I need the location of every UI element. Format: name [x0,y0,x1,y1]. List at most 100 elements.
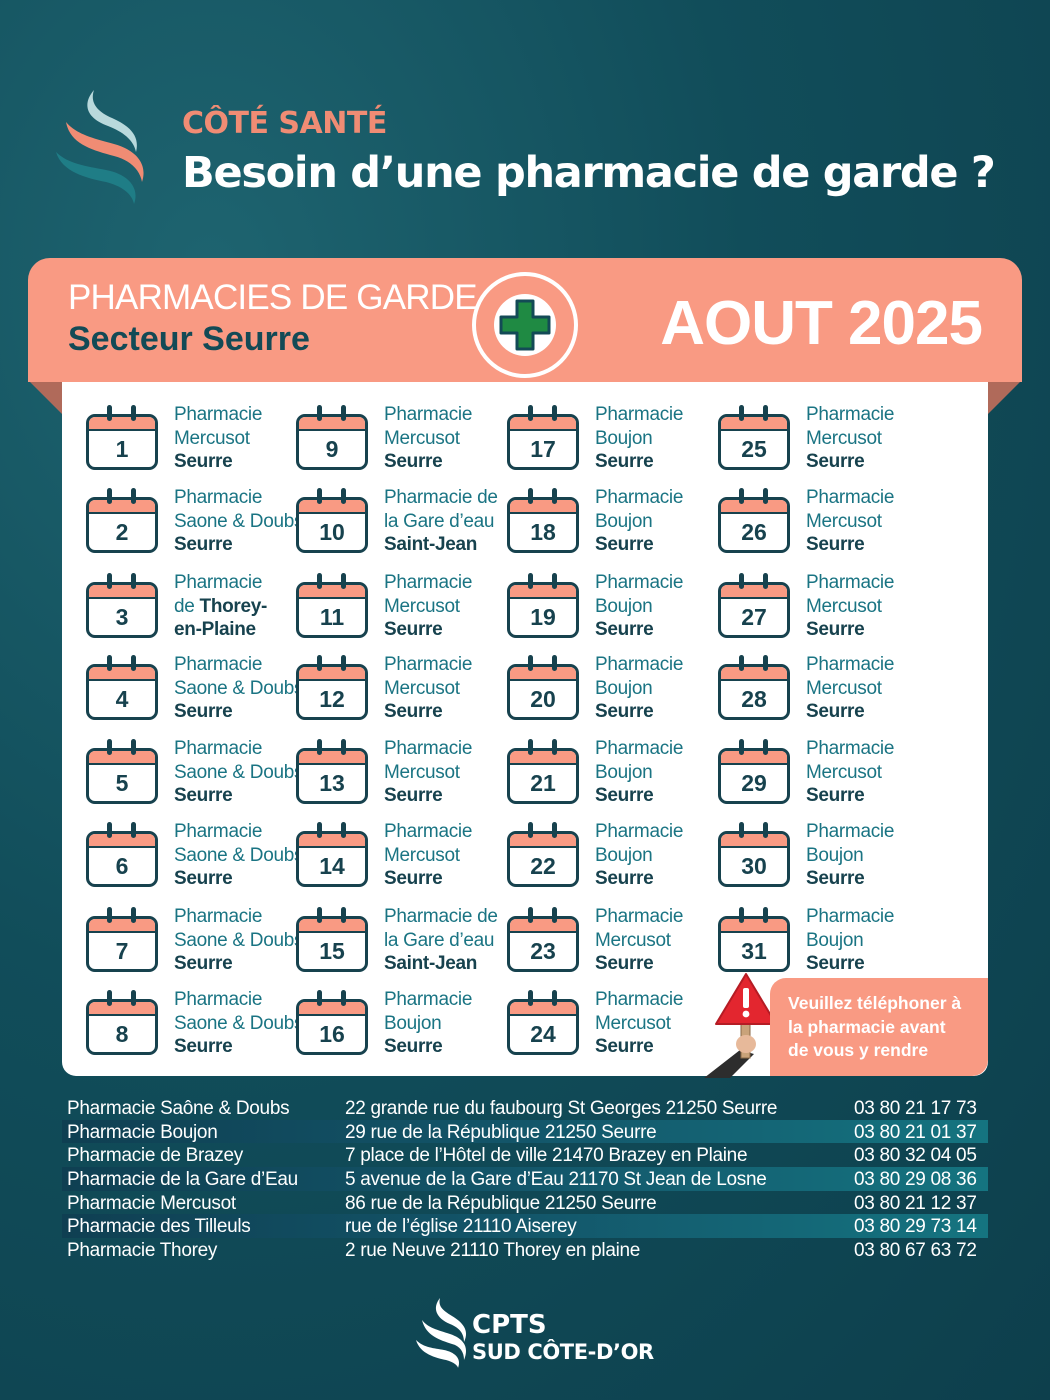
calendar-ring [552,573,557,589]
pharmacy-city: Seurre [806,701,865,722]
calendar-ring [131,655,136,671]
pharmacy-city: Seurre [174,701,233,722]
warning-line-1: Veuillez téléphoner à [788,993,962,1013]
calendar-ring [317,405,322,421]
pharmacy-city: Seurre [806,785,865,806]
warning-line-3: de vous y rendre [788,1040,929,1060]
page-title: Besoin d’une pharmacie de garde ? [182,148,996,198]
on-duty-pharmacy: Pharmacie Boujon Seurre [595,403,725,474]
pharmacy-phone[interactable]: 03 80 29 73 14 [854,1216,977,1238]
pharmacy-line-2: Mercusot [806,427,882,449]
pharmacy-line-1: Pharmacie [384,821,473,842]
pharmacy-city: Seurre [595,785,654,806]
pharmacy-city: Seurre [384,451,443,472]
pharmacy-line-2: Mercusot [806,677,882,699]
directory-row: Pharmacie de la Gare d’Eau 5 avenue de la… [62,1167,988,1191]
calendar-icon [296,916,368,972]
calendar-day: 4 Pharmacie Saone & Doubs Seurre [62,642,304,724]
calendar-day: 8 Pharmacie Saone & Doubs Seurre [62,977,304,1059]
pharmacy-phone[interactable]: 03 80 32 04 05 [854,1145,977,1167]
cpts-waves-logo-icon [416,1298,467,1368]
calendar-ring [131,573,136,589]
day-number: 25 [741,436,767,462]
pharmacy-name: Pharmacie de Brazey [67,1145,243,1167]
on-duty-pharmacy: Pharmacie Boujon Seurre [595,737,725,808]
calendar-ring [528,990,533,1006]
pharmacy-city: Seurre [595,451,654,472]
pharmacy-line-2: Saone & Doubs [174,929,304,951]
on-duty-pharmacy: Pharmacie Mercusot Seurre [806,737,936,808]
pharmacy-line-1: Pharmacie [595,989,684,1010]
calendar-icon [86,999,158,1055]
on-duty-pharmacy: Pharmacie Saone & Doubs Seurre [174,486,304,557]
calendar-ring [107,907,112,923]
directory-row: Pharmacie de Brazey 7 place de l’Hôtel de… [62,1143,988,1167]
pharmacy-name: Pharmacie Thorey [67,1240,218,1262]
day-number: 2 [115,519,129,545]
calendar-icon [507,999,579,1055]
pharmacy-line-1: Pharmacie [174,738,263,759]
pharmacy-phone[interactable]: 03 80 21 12 37 [854,1192,977,1214]
calendar-day: 19 Pharmacie Boujon Seurre [483,560,688,642]
calendar-ring [763,822,768,838]
calendar-icon [507,916,579,972]
pharmacy-city: en-Plaine [174,619,256,640]
pharmacy-line-2: Mercusot [384,761,460,783]
pharmacy-line-2: la Gare d’eau [384,929,495,951]
on-duty-pharmacy: Pharmacie Boujon Seurre [595,571,725,642]
pharmacy-line-2: Boujon [806,929,864,951]
calendar-ring [317,488,322,504]
pharmacy-line-2: Boujon [595,510,653,532]
day-number: 3 [115,604,129,630]
pharmacy-phone[interactable]: 03 80 21 17 73 [854,1098,977,1119]
calendar-icon [296,414,368,470]
cote-sante-waves-logo-icon [56,90,144,204]
calendar-ring [317,907,322,923]
pharmacy-city: Seurre [595,619,654,640]
directory-row: Pharmacie des Tilleuls rue de l’église 21… [62,1214,988,1239]
banner-sector: Secteur Seurre [68,320,310,358]
calendar-ring [528,655,533,671]
calendar-ring [763,739,768,755]
on-duty-pharmacy: Pharmacie Saone & Doubs Seurre [174,653,304,724]
day-number: 14 [319,853,345,879]
pharmacy-line-1: Pharmacie [595,487,684,508]
on-duty-pharmacy: Pharmacie Saone & Doubs Seurre [174,988,304,1059]
calendar-ring [739,405,744,421]
calendar-ring [552,822,557,838]
calendar-day: 7 Pharmacie Saone & Doubs Seurre [62,894,304,976]
pharmacy-line-2: Mercusot [384,427,460,449]
calendar-ring [552,907,557,923]
pharmacy-line-1: Pharmacie [174,487,263,508]
calendar-ring [528,907,533,923]
directory-row: Pharmacie Thorey 2 rue Neuve 21110 Thorey… [62,1238,988,1262]
pharmacy-name: Pharmacie des Tilleuls [67,1216,251,1238]
day-number: 28 [741,686,767,712]
pharmacy-phone[interactable]: 03 80 21 01 37 [854,1121,977,1143]
calendar-ring [528,488,533,504]
on-duty-pharmacy: Pharmacie Saone & Doubs Seurre [174,905,304,976]
pharmacy-city: Saint-Jean [384,953,478,974]
pharmacy-phone[interactable]: 03 80 29 08 36 [854,1169,977,1191]
directory-row: Pharmacie Boujon 29 rue de la République … [62,1119,988,1144]
pharmacy-line-2: Mercusot [806,510,882,532]
pharmacy-line-1: Pharmacie [806,487,895,508]
calendar-ring [763,907,768,923]
pharmacy-name: Pharmacie Boujon [67,1121,218,1143]
pharmacy-line-2: Mercusot [595,929,671,951]
calendar-ring [107,739,112,755]
pharmacy-line-1: Pharmacie [806,572,895,593]
pharmacy-city: Seurre [384,1036,443,1057]
pharmacy-line-1: Pharmacie [595,654,684,675]
day-number: 8 [115,1021,129,1047]
pharmacy-line-1: Pharmacie [174,654,263,675]
pharmacy-line-1: Pharmacie [174,989,263,1010]
calendar-icon [296,497,368,553]
calendar-ring [739,573,744,589]
calendar-icon [718,664,790,720]
calendar-ring [341,739,346,755]
pharmacy-city: Seurre [174,1036,233,1057]
call-before-visit-note: Veuillez téléphoner à la pharmacie avant… [770,978,988,1076]
pharmacy-phone[interactable]: 03 80 67 63 72 [854,1240,977,1262]
calendar-ring [528,405,533,421]
